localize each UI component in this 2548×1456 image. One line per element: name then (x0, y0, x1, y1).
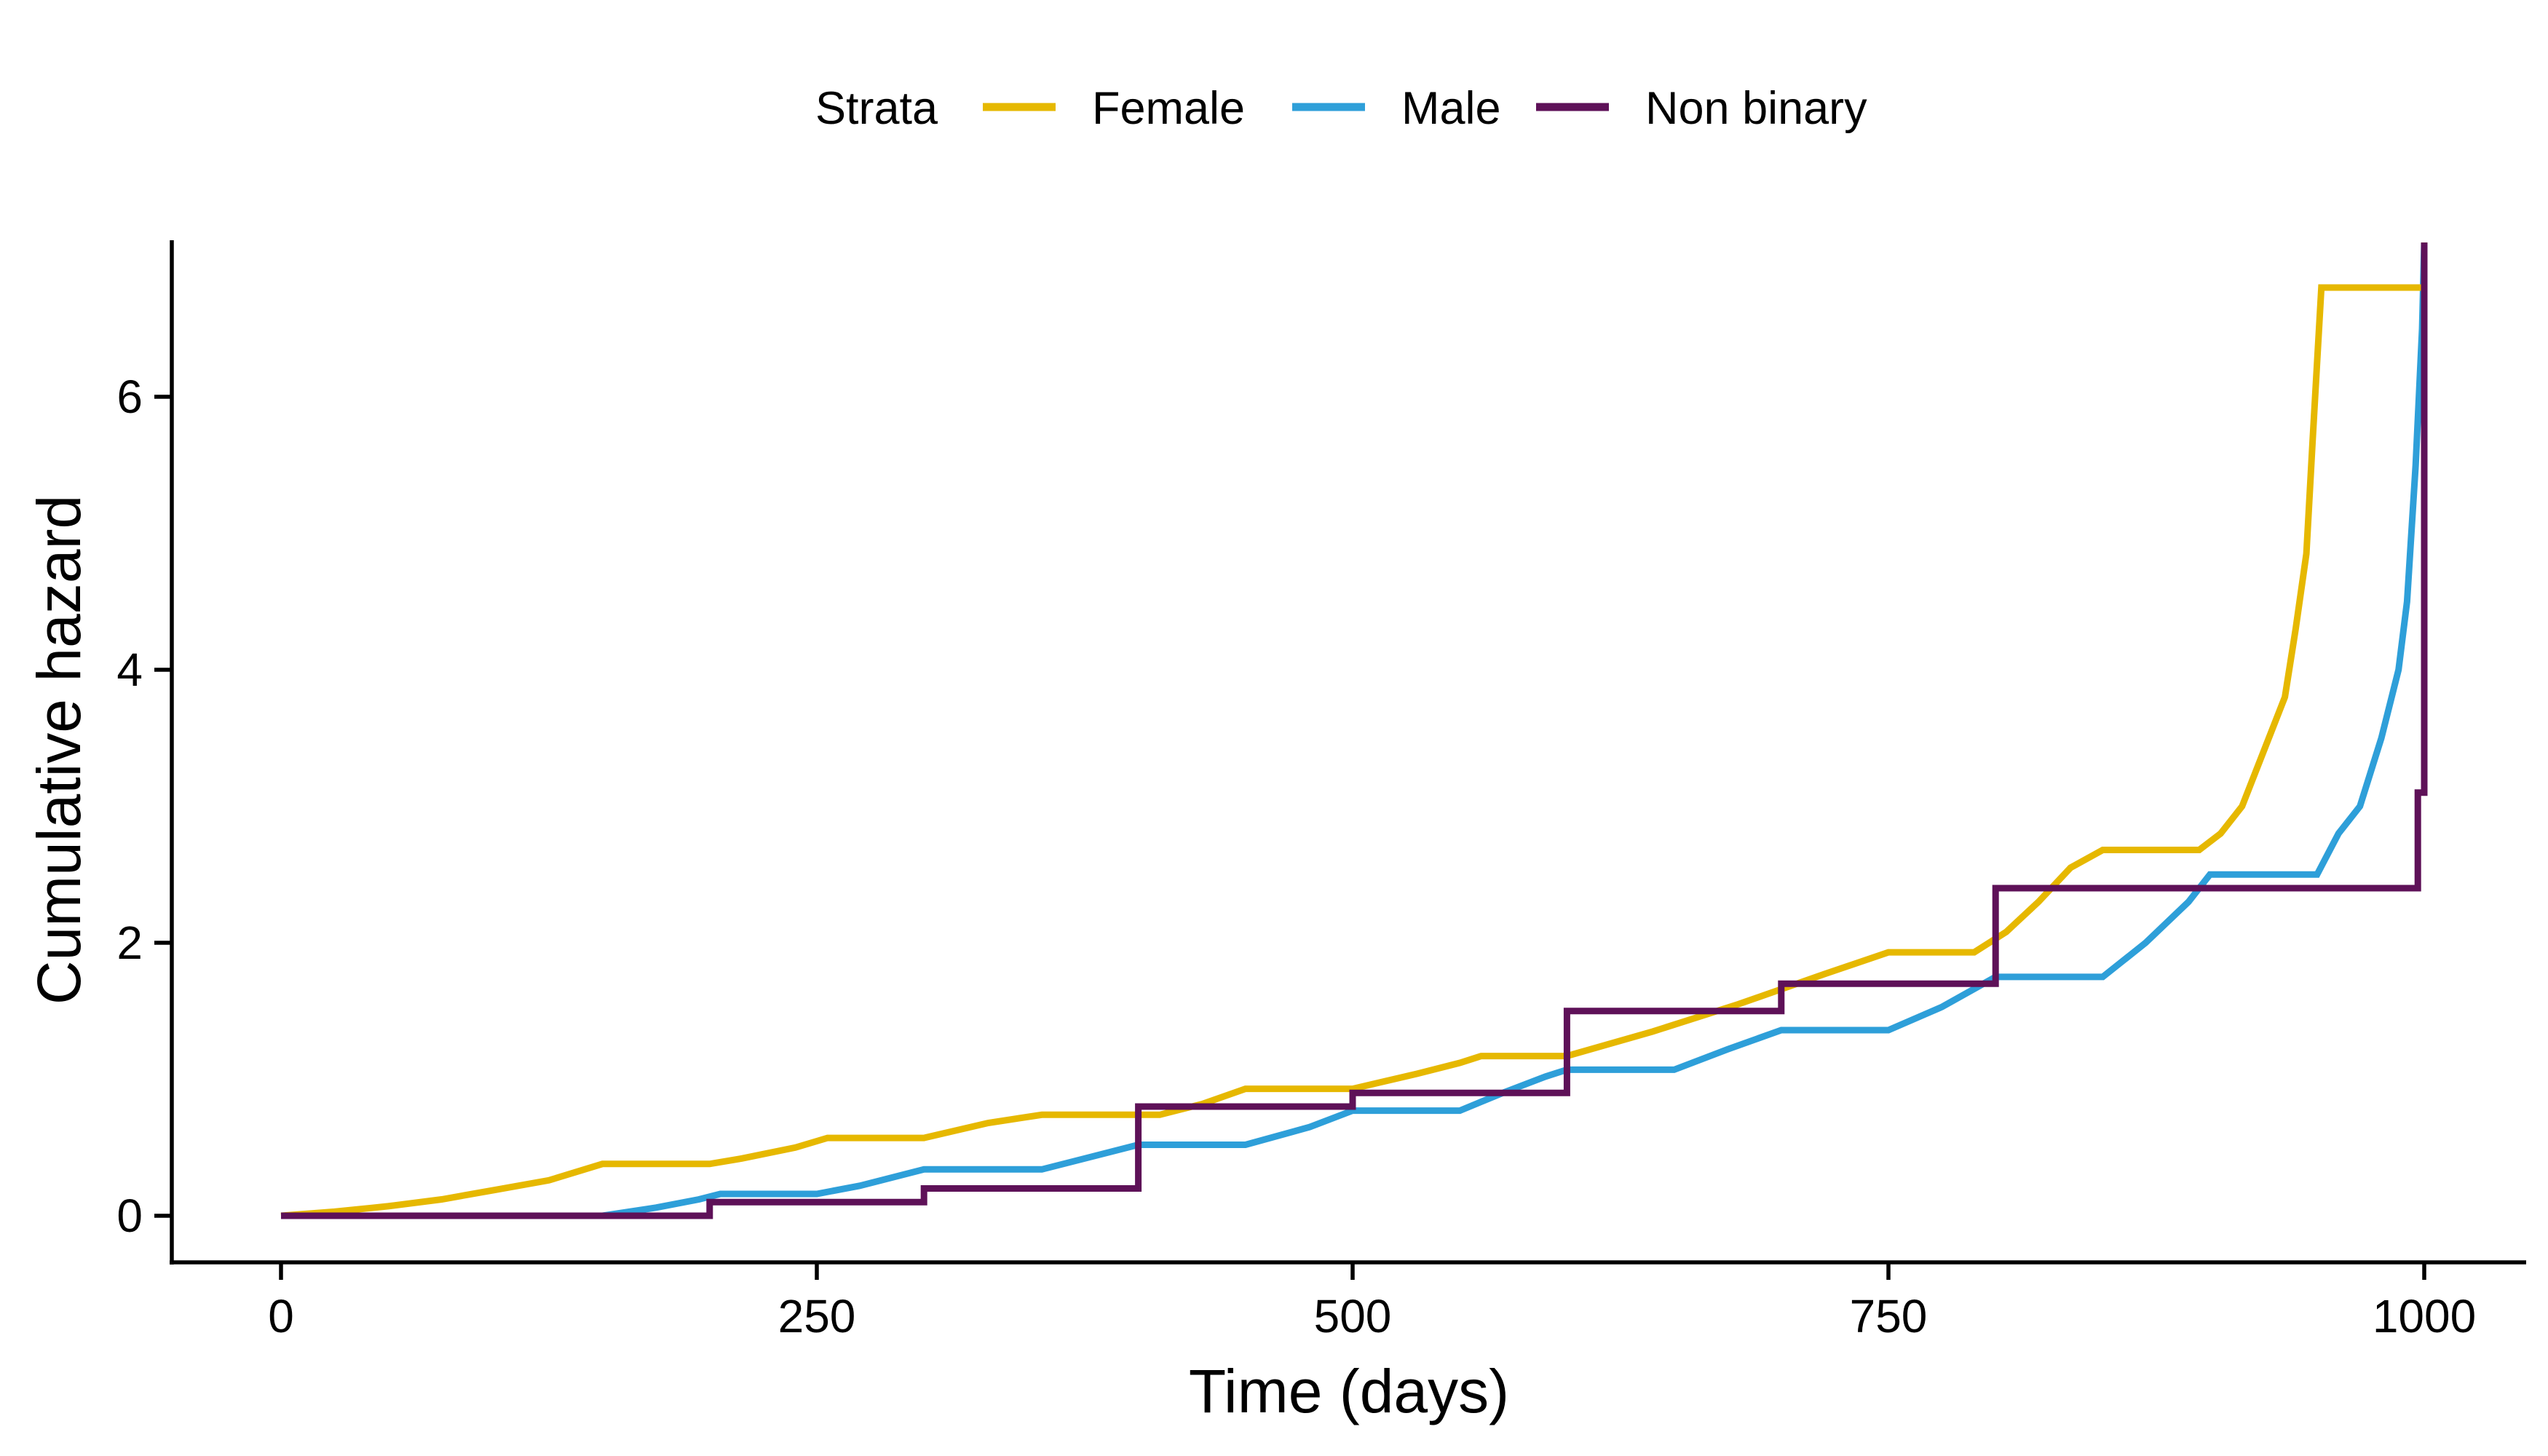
legend-item-female: Female (983, 83, 1245, 134)
x-tick-label: 250 (778, 1290, 856, 1342)
x-tick-label: 0 (268, 1290, 294, 1342)
legend-label-female: Female (1092, 83, 1245, 134)
y-axis-title: Cumulative hazard (25, 495, 93, 1005)
y-tick-label: 2 (116, 917, 143, 969)
legend-label-non-binary: Non binary (1645, 83, 1867, 134)
legend-item-male: Male (1292, 83, 1501, 134)
x-tick-label: 500 (1314, 1290, 1392, 1342)
y-tick-label: 6 (116, 371, 143, 423)
series-line-male (281, 242, 2428, 1219)
x-tick-label: 1000 (2373, 1290, 2476, 1342)
series-line-non-binary (281, 242, 2428, 1219)
series-line-female (280, 242, 2428, 1219)
series-layer (280, 242, 2428, 1219)
legend-title: Strata (815, 83, 938, 134)
legend-item-non-binary: Non binary (1536, 83, 1867, 134)
legend-items: Female Male Non binary (983, 83, 1867, 134)
legend: Strata Female Male Non binary (815, 83, 1867, 134)
y-axis-ticks: 0 2 4 6 (116, 371, 172, 1242)
y-tick-label: 0 (116, 1190, 143, 1242)
x-axis-title: Time (days) (1189, 1357, 1509, 1425)
x-axis-ticks: 0 250 500 750 1000 (268, 1262, 2476, 1342)
y-tick-label: 4 (116, 644, 143, 696)
legend-label-male: Male (1401, 83, 1501, 134)
x-tick-label: 750 (1850, 1290, 1928, 1342)
